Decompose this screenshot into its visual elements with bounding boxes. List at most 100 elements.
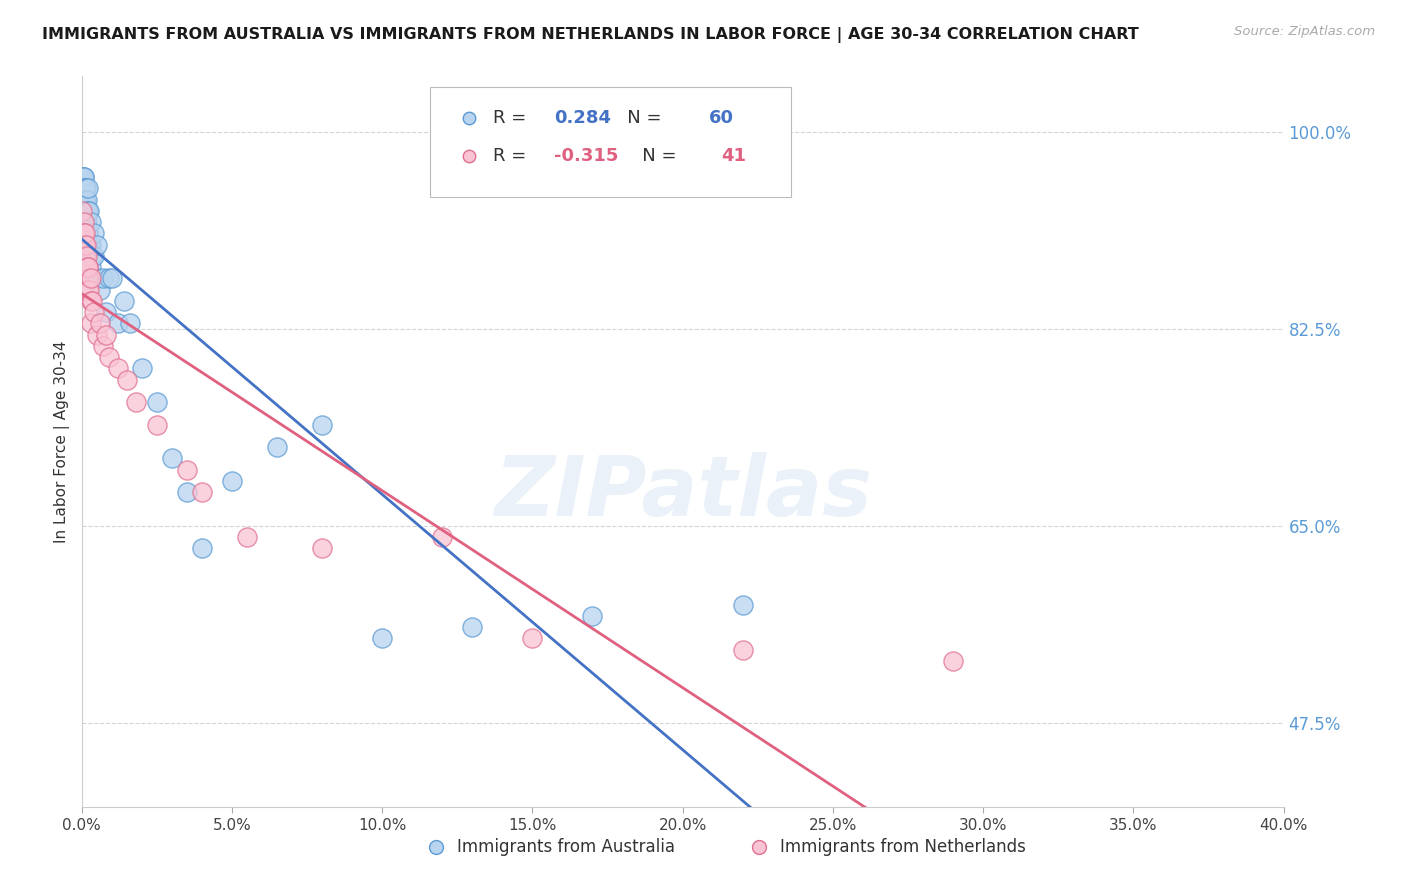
Point bbox=[73, 227, 96, 241]
Point bbox=[72, 181, 94, 195]
Point bbox=[115, 373, 138, 387]
Point bbox=[124, 395, 146, 409]
Point bbox=[75, 181, 97, 195]
Point bbox=[75, 215, 97, 229]
Point bbox=[97, 271, 120, 285]
Point bbox=[77, 260, 100, 274]
Point bbox=[75, 260, 97, 274]
Point bbox=[91, 339, 114, 353]
Point bbox=[522, 632, 544, 646]
Point bbox=[76, 249, 98, 263]
Point bbox=[75, 193, 97, 207]
Point bbox=[79, 260, 101, 274]
Point bbox=[72, 170, 94, 185]
Point bbox=[77, 237, 100, 252]
Point bbox=[176, 485, 198, 500]
Point bbox=[77, 203, 100, 218]
Point bbox=[942, 654, 965, 668]
Point bbox=[145, 395, 167, 409]
Point bbox=[731, 642, 754, 657]
Point bbox=[311, 541, 333, 556]
Point bbox=[221, 474, 243, 488]
Point bbox=[76, 271, 98, 285]
Point bbox=[461, 620, 484, 634]
Point bbox=[94, 327, 117, 342]
Point bbox=[76, 203, 98, 218]
Point bbox=[77, 203, 100, 218]
Text: -0.315: -0.315 bbox=[554, 147, 619, 165]
Point bbox=[79, 271, 101, 285]
Text: IMMIGRANTS FROM AUSTRALIA VS IMMIGRANTS FROM NETHERLANDS IN LABOR FORCE | AGE 30: IMMIGRANTS FROM AUSTRALIA VS IMMIGRANTS … bbox=[42, 27, 1139, 43]
Point bbox=[72, 193, 94, 207]
Point bbox=[266, 440, 288, 454]
Point bbox=[107, 361, 129, 376]
Point bbox=[73, 170, 96, 185]
Point bbox=[77, 227, 100, 241]
Point bbox=[112, 293, 135, 308]
Point bbox=[430, 530, 453, 544]
Point bbox=[77, 283, 100, 297]
Point bbox=[118, 317, 141, 331]
Point bbox=[371, 632, 394, 646]
Text: ZIPatlas: ZIPatlas bbox=[494, 452, 872, 533]
Point bbox=[75, 203, 97, 218]
Point bbox=[91, 271, 114, 285]
Text: R =: R = bbox=[492, 109, 531, 128]
Point bbox=[75, 249, 97, 263]
Point bbox=[176, 463, 198, 477]
Point bbox=[75, 181, 97, 195]
Point bbox=[80, 249, 103, 263]
Point bbox=[86, 327, 108, 342]
Point bbox=[79, 237, 101, 252]
Point bbox=[73, 237, 96, 252]
Text: 41: 41 bbox=[721, 147, 747, 165]
Point bbox=[100, 271, 122, 285]
Text: N =: N = bbox=[610, 109, 668, 128]
Point bbox=[131, 361, 153, 376]
Point bbox=[72, 227, 94, 241]
Point bbox=[73, 193, 96, 207]
Point bbox=[83, 305, 105, 319]
Point bbox=[73, 237, 96, 252]
Point bbox=[76, 283, 98, 297]
Point bbox=[73, 203, 96, 218]
Point bbox=[72, 237, 94, 252]
Point bbox=[75, 237, 97, 252]
Point bbox=[94, 305, 117, 319]
Point bbox=[145, 417, 167, 432]
FancyBboxPatch shape bbox=[430, 87, 790, 196]
Text: R =: R = bbox=[492, 147, 531, 165]
Point bbox=[107, 317, 129, 331]
Point bbox=[75, 227, 97, 241]
Point bbox=[75, 203, 97, 218]
Point bbox=[236, 530, 259, 544]
Point bbox=[79, 317, 101, 331]
Point bbox=[72, 203, 94, 218]
Point bbox=[76, 260, 98, 274]
Point bbox=[76, 181, 98, 195]
Point bbox=[191, 541, 214, 556]
Point bbox=[581, 609, 603, 624]
Point bbox=[311, 417, 333, 432]
Point bbox=[72, 170, 94, 185]
Point bbox=[79, 215, 101, 229]
Point bbox=[76, 237, 98, 252]
Point bbox=[80, 293, 103, 308]
Text: Immigrants from Netherlands: Immigrants from Netherlands bbox=[780, 838, 1026, 856]
Point bbox=[89, 317, 111, 331]
Text: Source: ZipAtlas.com: Source: ZipAtlas.com bbox=[1234, 25, 1375, 38]
Point bbox=[73, 260, 96, 274]
Text: N =: N = bbox=[624, 147, 682, 165]
Point bbox=[76, 193, 98, 207]
Point bbox=[72, 170, 94, 185]
Point bbox=[191, 485, 214, 500]
Point bbox=[73, 181, 96, 195]
Point bbox=[83, 271, 105, 285]
Point bbox=[86, 271, 108, 285]
Y-axis label: In Labor Force | Age 30-34: In Labor Force | Age 30-34 bbox=[55, 340, 70, 543]
Point bbox=[83, 249, 105, 263]
Text: 0.284: 0.284 bbox=[554, 109, 612, 128]
Point bbox=[72, 215, 94, 229]
Point bbox=[83, 227, 105, 241]
Point bbox=[72, 193, 94, 207]
